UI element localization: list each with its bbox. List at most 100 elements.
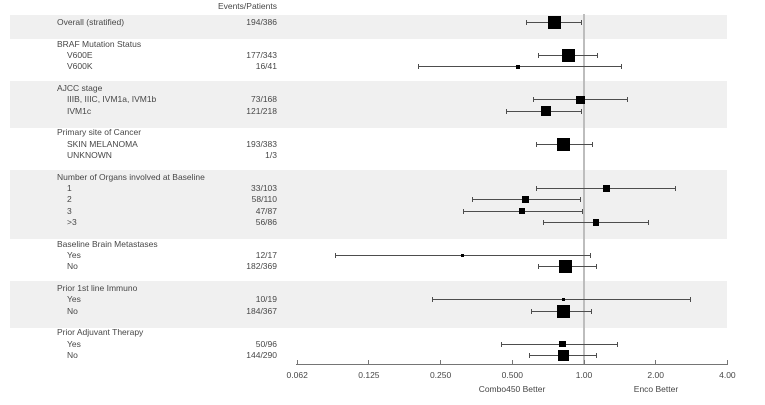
point-marker xyxy=(558,340,566,348)
point-marker xyxy=(522,196,530,204)
row-label: V600K xyxy=(67,61,93,72)
ci-cap-left xyxy=(431,297,433,303)
ci-cap-left xyxy=(462,208,464,214)
axis-label-combo450-better: Combo450 Better xyxy=(478,384,546,394)
point-marker xyxy=(561,298,565,302)
row-label: 1 xyxy=(67,182,72,193)
row-label: SKIN MELANOMA xyxy=(67,138,138,149)
group-header-label: BRAF Mutation Status xyxy=(57,38,142,49)
ci-cap-right xyxy=(580,20,582,26)
ci-cap-left xyxy=(529,352,531,358)
axis-line xyxy=(296,364,728,365)
events-patients-value: 47/87 xyxy=(255,205,277,216)
ci-cap-left xyxy=(536,185,538,191)
row-label: No xyxy=(67,349,78,360)
axis-tick-label: 2.00 xyxy=(647,370,664,380)
point-marker xyxy=(562,49,575,62)
reference-line xyxy=(583,14,585,364)
point-marker xyxy=(559,260,573,274)
point-marker xyxy=(516,64,521,70)
events-patients-value: 182/369 xyxy=(246,261,277,272)
events-patients-value: 50/96 xyxy=(255,338,277,349)
axis-tick xyxy=(583,360,585,364)
row-label: 3 xyxy=(67,205,72,216)
row-label: No xyxy=(67,261,78,272)
row-label: Yes xyxy=(67,249,81,260)
ci-cap-right xyxy=(617,341,619,347)
events-patients-value: 58/110 xyxy=(251,194,277,205)
axis-tick xyxy=(296,360,298,364)
row-label: 2 xyxy=(67,194,72,205)
events-patients-value: 144/290 xyxy=(246,349,277,360)
row-label: IVM1c xyxy=(67,105,92,116)
ci-cap-right xyxy=(589,252,591,258)
ci-cap-right xyxy=(674,185,676,191)
row-label: UNKNOWN xyxy=(67,150,112,161)
ci-cap-left xyxy=(531,308,533,314)
events-patients-value: 184/367 xyxy=(246,305,277,316)
events-patients-value: 12/17 xyxy=(255,249,277,260)
axis-label-enco-better: Enco Better xyxy=(633,384,679,394)
ci-cap-left xyxy=(472,197,474,203)
axis-tick xyxy=(368,360,370,364)
axis-tick-label: 0.250 xyxy=(429,370,452,380)
ci-cap-left xyxy=(525,20,527,26)
axis-tick-label: 1.00 xyxy=(575,370,593,380)
ci-cap-right xyxy=(580,108,582,114)
shaded-band xyxy=(10,280,727,328)
group-header-label: AJCC stage xyxy=(57,83,103,94)
point-marker xyxy=(556,137,571,151)
axis-tick xyxy=(440,360,442,364)
events-patients-value: 193/383 xyxy=(246,138,277,149)
point-marker xyxy=(461,254,465,257)
axis-tick xyxy=(511,360,513,364)
axis-tick-label: 0.125 xyxy=(358,370,380,380)
ci-line xyxy=(431,299,691,301)
events-patients-value: 16/41 xyxy=(255,61,277,72)
events-patients-value: 194/386 xyxy=(246,17,277,28)
ci-cap-left xyxy=(536,141,538,147)
ci-cap-left xyxy=(542,219,544,225)
point-marker xyxy=(547,15,561,30)
ci-cap-left xyxy=(532,97,534,103)
ci-cap-right xyxy=(590,308,592,314)
axis-tick-label: 4.00 xyxy=(719,370,736,380)
group-header-label: Prior Adjuvant Therapy xyxy=(57,327,144,338)
axis-tick xyxy=(726,360,728,364)
events-patients-value: 121/218 xyxy=(246,105,277,116)
ci-cap-left xyxy=(505,108,507,114)
ci-cap-left xyxy=(501,341,503,347)
point-marker xyxy=(592,219,599,226)
group-header-label: Number of Organs involved at Baseline xyxy=(57,171,205,182)
events-patients-value: 10/19 xyxy=(255,294,277,305)
axis-tick xyxy=(655,360,657,364)
shaded-band xyxy=(10,169,727,240)
ci-cap-left xyxy=(334,252,336,258)
point-marker xyxy=(540,106,551,117)
ci-cap-right xyxy=(597,53,599,59)
events-patients-value: 1/3 xyxy=(265,150,277,161)
events-patients-value: 73/168 xyxy=(251,94,277,105)
axis-tick-label: 0.062 xyxy=(286,370,308,380)
ci-cap-right xyxy=(579,197,581,203)
ci-cap-left xyxy=(537,53,539,59)
point-marker xyxy=(557,349,570,362)
point-marker xyxy=(576,95,586,105)
events-patients-value: 33/103 xyxy=(251,182,277,193)
ci-cap-left xyxy=(417,64,419,70)
row-label: No xyxy=(67,305,78,316)
events-patients-value: 56/86 xyxy=(255,216,277,227)
group-header-label: Prior 1st line Immuno xyxy=(57,282,138,293)
row-label: Yes xyxy=(67,294,81,305)
point-marker xyxy=(556,304,570,318)
ci-cap-left xyxy=(537,264,539,270)
group-header-label: Primary site of Cancer xyxy=(57,127,142,138)
ci-cap-right xyxy=(595,352,597,358)
ci-cap-right xyxy=(620,64,622,70)
group-header-label: Baseline Brain Metastases xyxy=(57,238,158,249)
column-header-events-patients: Events/Patients xyxy=(217,1,277,11)
row-label: IIIB, IIIC, IVM1a, IVM1b xyxy=(67,94,157,105)
ci-cap-right xyxy=(689,297,691,303)
ci-cap-right xyxy=(591,141,593,147)
